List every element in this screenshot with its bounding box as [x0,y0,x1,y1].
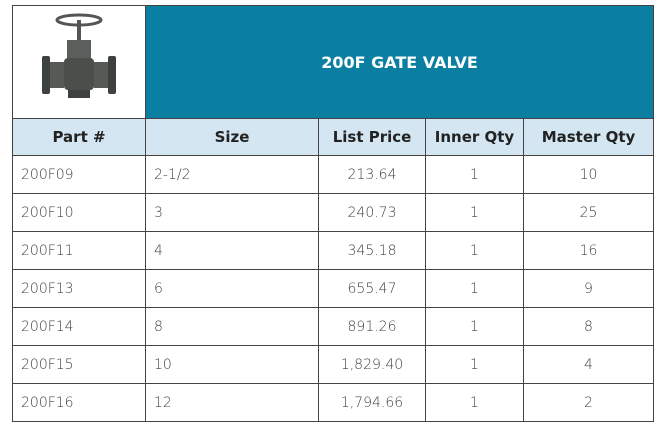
column-header: Part # [13,119,146,156]
table-cell: 1 [426,346,524,384]
column-header: Size [146,119,319,156]
table-cell: 4 [146,232,319,270]
table-cell: 200F13 [13,270,146,308]
table-cell: 1 [426,232,524,270]
table-cell: 1,794.66 [319,384,426,422]
table-cell: 1 [426,194,524,232]
table-cell: 200F14 [13,308,146,346]
table-cell: 16 [524,232,654,270]
table-cell: 2-1/2 [146,156,319,194]
table-cell: 12 [146,384,319,422]
table-title: 200F GATE VALVE [146,6,654,119]
table-cell: 2 [524,384,654,422]
column-header: Master Qty [524,119,654,156]
title-row: 200F GATE VALVE [13,6,654,119]
table-cell: 4 [524,346,654,384]
table-cell: 200F09 [13,156,146,194]
table-cell: 8 [146,308,319,346]
table-cell: 1 [426,270,524,308]
table-cell: 3 [146,194,319,232]
product-image-cell [13,6,146,119]
table-cell: 1 [426,308,524,346]
column-header: List Price [319,119,426,156]
page: 200F GATE VALVE Part #SizeList PriceInne… [0,0,660,425]
table-cell: 655.47 [319,270,426,308]
table-cell: 25 [524,194,654,232]
valve-image [34,10,124,110]
table-cell: 6 [146,270,319,308]
table-cell: 345.18 [319,232,426,270]
table-cell: 9 [524,270,654,308]
table-cell: 10 [146,346,319,384]
table-cell: 200F16 [13,384,146,422]
table-cell: 891.26 [319,308,426,346]
table-cell: 213.64 [319,156,426,194]
table-cell: 1,829.40 [319,346,426,384]
table-cell: 1 [426,384,524,422]
table-cell: 240.73 [319,194,426,232]
table-cell: 10 [524,156,654,194]
table-cell: 8 [524,308,654,346]
table-cell: 1 [426,156,524,194]
table-cell: 200F15 [13,346,146,384]
table-cell: 200F11 [13,232,146,270]
column-header: Inner Qty [426,119,524,156]
table-cell: 200F10 [13,194,146,232]
